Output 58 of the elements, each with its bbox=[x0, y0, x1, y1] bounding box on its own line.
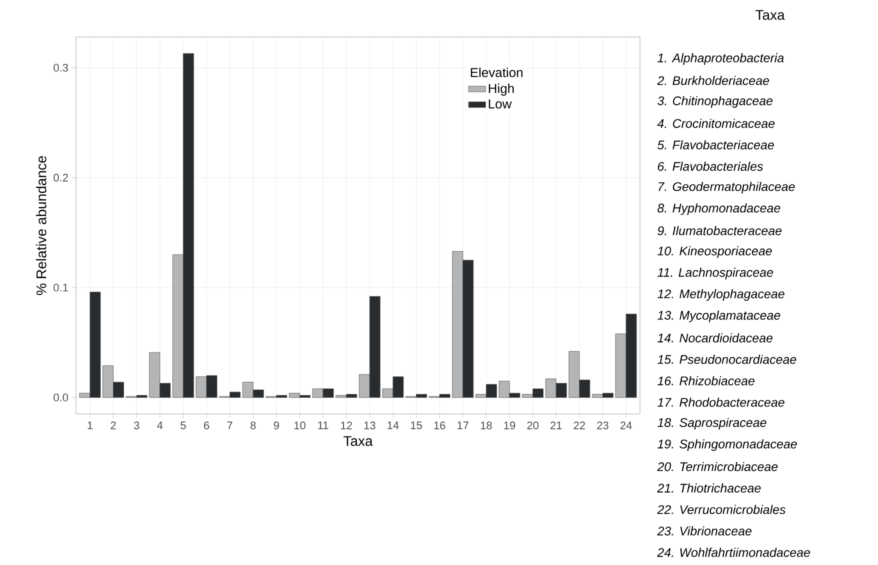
x-tick-label: 18 bbox=[480, 422, 492, 430]
text: 2. Burkholderiaceae bbox=[657, 76, 770, 86]
y-tick-label: 0.1 bbox=[54, 284, 68, 292]
x-tick-label: 23 bbox=[597, 422, 608, 430]
text: 23. Vibrionaceae bbox=[657, 526, 752, 536]
x-tick-label: 14 bbox=[388, 422, 399, 430]
legend-title: Elevation bbox=[470, 68, 522, 78]
x-tick-label: 1 bbox=[88, 422, 93, 430]
legend-label: High bbox=[488, 84, 514, 96]
x-tick-label: 9 bbox=[274, 422, 279, 430]
x-tick-label: 19 bbox=[504, 422, 516, 430]
text: 12. Methylophagaceae bbox=[658, 289, 784, 301]
x-tick-label: 8 bbox=[250, 422, 256, 430]
text: 11. Lachnospiraceae bbox=[658, 268, 774, 280]
text: 20. Terrimicrobiaceae bbox=[657, 462, 778, 472]
text: 8. Hyphomonadaceae bbox=[658, 203, 780, 215]
x-tick-label: 6 bbox=[204, 422, 210, 430]
text: 24. Wohlfahrtiimonadaceae bbox=[657, 548, 810, 557]
x-tick-label: 21 bbox=[550, 422, 562, 430]
text: 9. Ilumatobacteraceae bbox=[658, 226, 782, 236]
y-tick-label: 0.0 bbox=[54, 394, 68, 402]
y-tick-label: 0.2 bbox=[54, 174, 68, 182]
x-tick-label: 15 bbox=[410, 422, 422, 430]
text: 19. Sphingomonadaceae bbox=[658, 439, 797, 451]
x-tick-label: 13 bbox=[364, 422, 376, 430]
x-tick-label: 5 bbox=[180, 422, 186, 430]
text: 22. Verrucomicrobiales bbox=[657, 504, 786, 514]
x-tick-label: 12 bbox=[341, 422, 352, 430]
x-tick-label: 2 bbox=[110, 422, 116, 430]
text: Taxa bbox=[756, 10, 785, 20]
x-axis-title: Taxa bbox=[344, 436, 373, 446]
x-tick-label: 16 bbox=[434, 422, 446, 430]
legend-label: Low bbox=[488, 99, 512, 109]
text: 5. Flavobacteriaceae bbox=[657, 140, 774, 150]
x-tick-label: 4 bbox=[157, 422, 163, 430]
x-tick-label: 20 bbox=[527, 422, 538, 430]
text: 21. Thiotrichaceae bbox=[657, 483, 761, 493]
text: 16. Rhizobiaceae bbox=[658, 376, 754, 386]
y-tick-label: 0.3 bbox=[54, 64, 68, 72]
text: 13. Mycoplamataceae bbox=[658, 310, 780, 322]
text: 3. Chitinophagaceae bbox=[658, 96, 773, 108]
text: 6. Flavobacteriales bbox=[658, 162, 763, 171]
text: 4. Crocinitomicaceae bbox=[657, 118, 775, 128]
text: 14. Nocardioidaceae bbox=[658, 333, 773, 342]
text: 17. Rhodobacteraceae bbox=[658, 398, 784, 407]
x-tick-label: 11 bbox=[318, 422, 328, 430]
text: 10. Kineosporiaceae bbox=[658, 246, 772, 258]
y-axis-title: % Relative abundance bbox=[36, 156, 46, 296]
x-tick-label: 22 bbox=[574, 422, 585, 430]
text: 7. Geodermatophilaceae bbox=[658, 182, 795, 194]
x-tick-label: 24 bbox=[620, 422, 632, 430]
x-tick-label: 3 bbox=[134, 422, 140, 430]
x-tick-label: 7 bbox=[227, 422, 232, 430]
x-tick-label: 17 bbox=[458, 422, 468, 430]
text: 1. Alphaproteobacteria bbox=[658, 53, 784, 65]
x-tick-label: 10 bbox=[294, 422, 306, 430]
text: 15. Pseudonocardiaceae bbox=[658, 354, 796, 364]
text: 18. Saprospiraceae bbox=[658, 418, 766, 430]
